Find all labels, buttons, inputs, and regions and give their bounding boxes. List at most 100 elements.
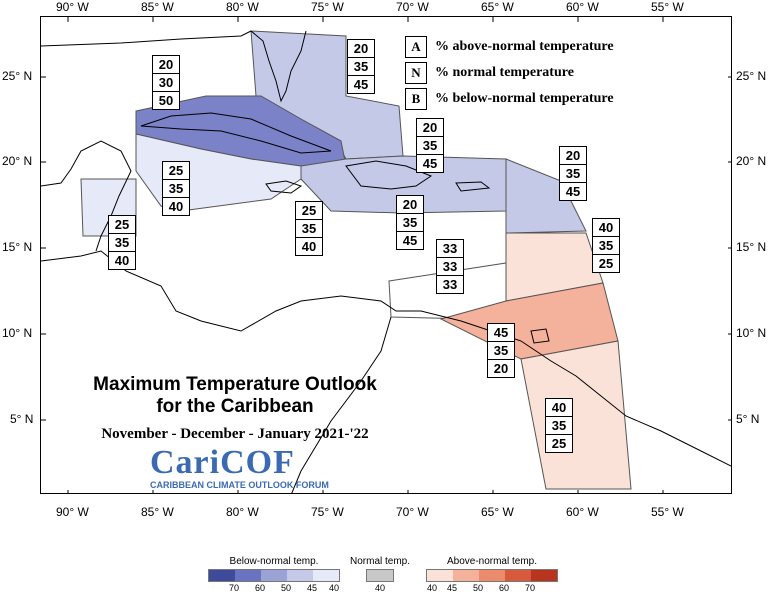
legend-above-swatches <box>426 569 558 582</box>
prob-box-abc: 33 33 33 <box>436 239 464 294</box>
puerto-rico-outline <box>455 181 491 192</box>
key-text-above: % above-normal temperature <box>435 39 614 54</box>
legend-tick: 70 <box>524 583 536 593</box>
legend-tick: 70 <box>228 583 240 593</box>
prob-below: 45 <box>396 231 424 250</box>
legend-below-title: Below-normal temp. <box>229 556 319 567</box>
prob-normal: 35 <box>108 233 136 252</box>
prob-above: 20 <box>416 118 444 137</box>
lat-label-left-5: 5° N <box>10 412 34 426</box>
prob-above: 20 <box>347 39 375 58</box>
legend-normal: Normal temp. 40 <box>350 556 410 594</box>
trinidad-outline <box>530 328 550 344</box>
south-america-coast <box>291 316 392 493</box>
legend-tick: 45 <box>306 583 318 593</box>
cuba-outline <box>140 112 332 154</box>
key-row-above: A % above-normal temperature <box>405 36 614 58</box>
prob-below: 40 <box>108 251 136 270</box>
prob-above: 25 <box>108 215 136 234</box>
lon-label-top-70: 70° W <box>396 0 429 14</box>
prob-box-windward: 40 35 25 <box>592 218 620 273</box>
lat-label-left-25: 25° N <box>2 69 33 83</box>
lon-label-top-60: 60° W <box>566 0 599 14</box>
florida-coast <box>250 30 307 103</box>
prob-normal: 35 <box>295 219 323 238</box>
lon-label-bottom-80: 80° W <box>226 505 259 519</box>
prob-normal: 35 <box>396 213 424 232</box>
legend-above-swatch <box>531 570 557 581</box>
prob-normal: 33 <box>436 257 464 276</box>
prob-normal: 30 <box>152 73 180 92</box>
lon-label-bottom-85: 85° W <box>141 505 174 519</box>
prob-above: 40 <box>545 398 573 417</box>
lon-label-top-80: 80° W <box>226 0 259 14</box>
lon-label-bottom-55: 55° W <box>651 505 684 519</box>
prob-above: 20 <box>559 146 587 165</box>
legend-tick: 40 <box>328 583 340 593</box>
yucatan-coast <box>41 140 132 252</box>
zone-leeward <box>505 158 587 234</box>
prob-box-hispaniola-south: 20 35 45 <box>396 195 424 250</box>
lat-label-right-5: 5° N <box>736 412 760 426</box>
key-row-below: B % below-normal temperature <box>405 88 614 110</box>
prob-below: 45 <box>559 182 587 201</box>
lat-label-right-15: 15° N <box>736 240 767 254</box>
prob-box-cayman: 25 35 40 <box>162 161 190 216</box>
map-title-line2: for the Caribbean <box>156 396 314 417</box>
prob-box-bahamas: 20 35 45 <box>347 39 375 94</box>
legend-tick: 45 <box>446 583 458 593</box>
legend-above: Above-normal temp. 40 45 50 60 70 <box>426 556 558 594</box>
lon-label-top-75: 75° W <box>311 0 344 14</box>
map-title: Maximum Temperature Outlook for the Cari… <box>50 374 420 418</box>
lat-label-right-25: 25° N <box>736 69 767 83</box>
legend-below-swatch <box>235 570 261 581</box>
prob-normal: 35 <box>416 136 444 155</box>
lon-label-bottom-90: 90° W <box>56 505 89 519</box>
legend-tick: 60 <box>498 583 510 593</box>
caricof-tagline: CARIBBEAN CLIMATE OUTLOOK FORUM <box>150 480 329 490</box>
legend-above-swatch <box>427 570 453 581</box>
lat-label-left-15: 15° N <box>2 240 33 254</box>
lon-label-top-55: 55° W <box>651 0 684 14</box>
guianas-coast <box>520 340 731 467</box>
prob-below: 40 <box>295 237 323 256</box>
key-letter-n: N <box>405 62 427 84</box>
prob-below: 25 <box>592 254 620 273</box>
map-ticks <box>41 17 731 493</box>
map-frame <box>40 16 732 494</box>
map-period: November - December - January 2021-'22 <box>101 426 369 442</box>
legend-normal-swatches <box>366 569 394 582</box>
prob-above: 25 <box>162 161 190 180</box>
prob-above: 33 <box>436 239 464 258</box>
coastlines <box>41 30 731 493</box>
legend-tick: 50 <box>472 583 484 593</box>
prob-below: 20 <box>487 359 515 378</box>
prob-box-jamaica: 25 35 40 <box>295 201 323 256</box>
key-text-normal: % normal temperature <box>435 65 574 80</box>
prob-box-guianas: 40 35 25 <box>545 398 573 453</box>
lon-label-bottom-60: 60° W <box>566 505 599 519</box>
legend-tick: 40 <box>374 583 386 593</box>
lon-label-top-85: 85° W <box>141 0 174 14</box>
legend-normal-ticks: 40 <box>350 582 410 594</box>
jamaica-outline <box>265 180 303 194</box>
lon-label-bottom-70: 70° W <box>396 505 429 519</box>
prob-box-trinidad: 45 35 20 <box>487 323 515 378</box>
legend-below: Below-normal temp. 70 60 50 45 40 <box>208 556 340 594</box>
legend-tick: 60 <box>254 583 266 593</box>
map-title-line1: Maximum Temperature Outlook <box>93 374 377 395</box>
lon-label-bottom-65: 65° W <box>481 505 514 519</box>
caricof-logo: CariCOF <box>150 444 295 481</box>
gulf-coast <box>41 30 252 47</box>
caribbean-map <box>41 17 731 493</box>
legend-tick: 40 <box>426 583 438 593</box>
prob-normal: 35 <box>487 341 515 360</box>
legend-normal-title: Normal temp. <box>350 556 411 567</box>
prob-above: 40 <box>592 218 620 237</box>
prob-below: 45 <box>347 75 375 94</box>
legend-above-swatch <box>505 570 531 581</box>
legend-above-ticks: 40 45 50 60 70 <box>426 582 558 594</box>
prob-box-belize: 25 35 40 <box>108 215 136 270</box>
prob-above: 20 <box>152 55 180 74</box>
prob-below: 25 <box>545 434 573 453</box>
